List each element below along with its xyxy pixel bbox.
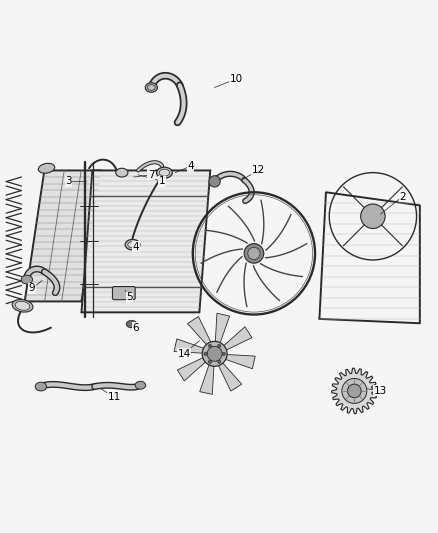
Circle shape [244, 244, 264, 263]
Text: 11: 11 [108, 392, 121, 402]
Circle shape [218, 344, 221, 348]
Polygon shape [187, 317, 211, 345]
Text: 9: 9 [29, 284, 35, 293]
Polygon shape [225, 354, 255, 369]
Circle shape [202, 341, 227, 366]
Polygon shape [81, 171, 210, 312]
Text: 4: 4 [133, 242, 139, 252]
Circle shape [248, 247, 260, 260]
Circle shape [209, 176, 220, 187]
Ellipse shape [21, 275, 32, 284]
Circle shape [360, 204, 385, 229]
Ellipse shape [128, 241, 138, 248]
Text: 5: 5 [126, 292, 133, 302]
Ellipse shape [12, 300, 33, 312]
Ellipse shape [125, 239, 140, 250]
Polygon shape [127, 321, 137, 328]
Text: 13: 13 [374, 386, 387, 396]
Ellipse shape [156, 167, 172, 178]
Ellipse shape [116, 168, 128, 177]
Text: 2: 2 [399, 192, 406, 201]
Text: 6: 6 [133, 322, 139, 333]
Circle shape [207, 346, 222, 361]
FancyBboxPatch shape [113, 287, 135, 300]
Circle shape [208, 360, 212, 364]
Circle shape [204, 352, 207, 356]
Polygon shape [25, 171, 101, 302]
Ellipse shape [148, 85, 155, 90]
Text: 4: 4 [187, 161, 194, 171]
Ellipse shape [135, 381, 146, 389]
Circle shape [222, 352, 226, 356]
Ellipse shape [35, 382, 46, 391]
Circle shape [218, 360, 221, 364]
Circle shape [208, 344, 212, 348]
Polygon shape [218, 362, 242, 391]
Text: 1: 1 [159, 176, 166, 187]
Polygon shape [215, 313, 230, 343]
Polygon shape [223, 327, 252, 350]
Text: 10: 10 [230, 74, 243, 84]
Polygon shape [177, 357, 206, 381]
Circle shape [342, 378, 367, 403]
Ellipse shape [39, 163, 55, 173]
Polygon shape [200, 364, 214, 394]
Ellipse shape [15, 301, 30, 310]
Ellipse shape [145, 83, 157, 92]
Text: 12: 12 [252, 165, 265, 175]
Text: 7: 7 [148, 170, 155, 180]
Polygon shape [332, 368, 377, 414]
Text: 3: 3 [65, 176, 72, 187]
Polygon shape [174, 339, 204, 353]
Circle shape [347, 384, 361, 398]
Text: 14: 14 [177, 349, 191, 359]
Ellipse shape [159, 169, 170, 176]
